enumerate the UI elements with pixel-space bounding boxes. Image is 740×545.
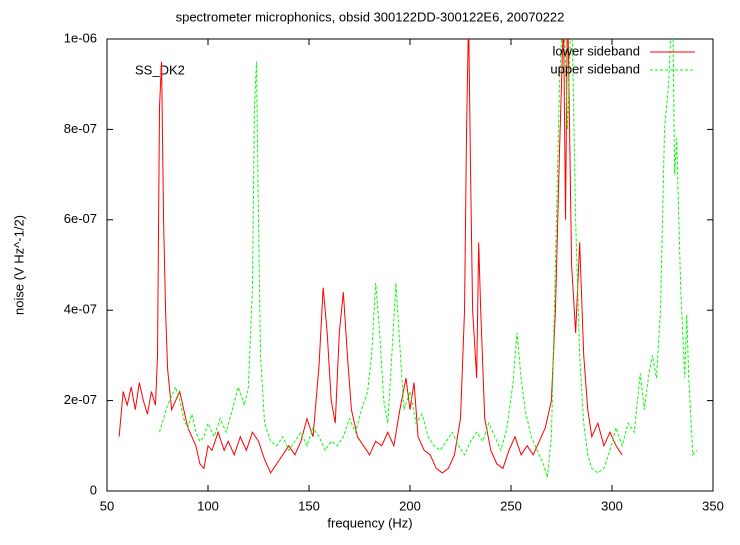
x-tick-label: 300 [601, 498, 623, 513]
x-tick-label: 50 [100, 498, 114, 513]
legend-label: lower sideband [553, 43, 640, 58]
y-tick-label: 4e-07 [64, 302, 97, 317]
x-tick-label: 350 [702, 498, 724, 513]
series-line [118, 39, 623, 474]
y-tick-label: 6e-07 [64, 211, 97, 226]
y-axis-label: noise (V Hz^-1/2) [11, 215, 26, 315]
x-tick-label: 200 [399, 498, 421, 513]
series-line [159, 39, 698, 478]
annotation: SS_DK2 [135, 62, 185, 77]
x-tick-label: 150 [298, 498, 320, 513]
x-tick-label: 100 [197, 498, 219, 513]
legend-label: upper sideband [550, 61, 640, 76]
traces [118, 39, 698, 478]
y-tick-label: 8e-07 [64, 121, 97, 136]
y-tick-label: 2e-07 [64, 392, 97, 407]
x-tick-label: 250 [500, 498, 522, 513]
y-tick-label: 1e-06 [64, 30, 97, 45]
x-axis-label: frequency (Hz) [327, 515, 412, 530]
plot-frame [106, 38, 714, 492]
y-tick-label: 0 [90, 482, 97, 497]
chart-title: spectrometer microphonics, obsid 300122D… [176, 9, 565, 24]
